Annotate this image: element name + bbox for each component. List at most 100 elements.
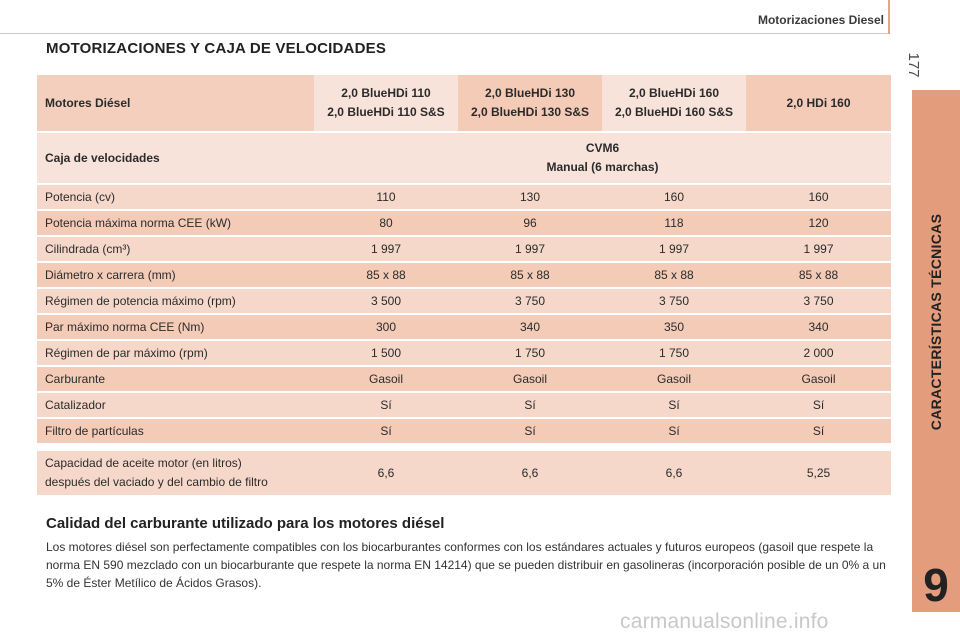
- engine-header-cell: 2,0 BlueHDi 110 2,0 BlueHDi 110 S&S: [314, 75, 458, 131]
- oil-capacity-value: 5,25: [746, 451, 891, 495]
- oil-capacity-row: Capacidad de aceite motor (en litros) de…: [37, 451, 891, 495]
- spec-value: 120: [746, 211, 891, 235]
- engine-variant: 2,0 BlueHDi 110 S&S: [327, 105, 445, 119]
- spec-label: Cilindrada (cm³): [37, 237, 314, 261]
- spec-value: 1 997: [458, 237, 602, 261]
- spec-value: Gasoil: [314, 367, 458, 391]
- spec-value: 85 x 88: [314, 263, 458, 287]
- spec-label: Carburante: [37, 367, 314, 391]
- table-row: Carburante Gasoil Gasoil Gasoil Gasoil: [37, 367, 891, 391]
- engine-header-cell: 2,0 BlueHDi 160 2,0 BlueHDi 160 S&S: [602, 75, 746, 131]
- chapter-sidebar: [912, 90, 960, 612]
- oil-capacity-label: Capacidad de aceite motor (en litros) de…: [37, 451, 314, 495]
- header-divider: [0, 33, 889, 34]
- header-accent-tick: [888, 0, 890, 34]
- engine-name: 2,0 BlueHDi 130: [484, 86, 576, 100]
- spec-value: Sí: [746, 419, 891, 443]
- spec-value: 350: [602, 315, 746, 339]
- spec-label: Par máximo norma CEE (Nm): [37, 315, 314, 339]
- spec-value: Sí: [314, 393, 458, 417]
- spec-value: 3 500: [314, 289, 458, 313]
- spec-value: 1 997: [746, 237, 891, 261]
- spec-value: 3 750: [602, 289, 746, 313]
- table-row: Filtro de partículas Sí Sí Sí Sí: [37, 419, 891, 443]
- table-row: Par máximo norma CEE (Nm) 300 340 350 340: [37, 315, 891, 339]
- gearbox-label-cell: Caja de velocidades: [37, 133, 314, 183]
- running-header: Motorizaciones Diesel: [757, 13, 884, 27]
- spec-value: 1 997: [314, 237, 458, 261]
- spec-value: 2 000: [746, 341, 891, 365]
- engine-name: 2,0 BlueHDi 110: [341, 86, 431, 100]
- spec-value: 118: [602, 211, 746, 235]
- spec-value: Sí: [602, 393, 746, 417]
- spec-value: Sí: [458, 419, 602, 443]
- spec-value: 110: [314, 185, 458, 209]
- fuel-quality-heading: Calidad del carburante utilizado para lo…: [46, 515, 445, 532]
- page-number: 177: [905, 52, 922, 78]
- table-header-row: Motores Diésel 2,0 BlueHDi 110 2,0 BlueH…: [37, 75, 891, 131]
- oil-capacity-value: 6,6: [314, 451, 458, 495]
- spec-value: 85 x 88: [458, 263, 602, 287]
- table-row: Catalizador Sí Sí Sí Sí: [37, 393, 891, 417]
- spec-label: Régimen de potencia máximo (rpm): [37, 289, 314, 313]
- table-row: Cilindrada (cm³) 1 997 1 997 1 997 1 997: [37, 237, 891, 261]
- spec-value: 85 x 88: [602, 263, 746, 287]
- spec-label: Régimen de par máximo (rpm): [37, 341, 314, 365]
- engine-header-cell: 2,0 BlueHDi 130 2,0 BlueHDi 130 S&S: [458, 75, 602, 131]
- gearbox-code: CVM6: [585, 141, 620, 155]
- spec-value: 1 997: [602, 237, 746, 261]
- engine-spec-table: Motores Diésel 2,0 BlueHDi 110 2,0 BlueH…: [37, 73, 891, 497]
- spec-value: 300: [314, 315, 458, 339]
- spec-value: Sí: [458, 393, 602, 417]
- spec-value: 1 750: [602, 341, 746, 365]
- fuel-quality-paragraph: Los motores diésel son perfectamente com…: [46, 540, 886, 590]
- table-row: Potencia máxima norma CEE (kW) 80 96 118 120: [37, 211, 891, 235]
- engine-variant: 2,0 BlueHDi 160 S&S: [614, 105, 734, 119]
- spec-value: 1 750: [458, 341, 602, 365]
- spec-label: Potencia máxima norma CEE (kW): [37, 211, 314, 235]
- watermark: carmanualsonline.info: [620, 610, 829, 633]
- engine-label-cell: Motores Diésel: [37, 75, 314, 131]
- spec-label: Diámetro x carrera (mm): [37, 263, 314, 287]
- spec-value: 96: [458, 211, 602, 235]
- spec-value: Gasoil: [602, 367, 746, 391]
- table-row: Régimen de par máximo (rpm) 1 500 1 750 1 7…: [37, 341, 891, 365]
- table-gap: [37, 445, 891, 449]
- spec-value: 340: [458, 315, 602, 339]
- spec-value: Sí: [602, 419, 746, 443]
- spec-label: Filtro de partículas: [37, 419, 314, 443]
- spec-value: 340: [746, 315, 891, 339]
- engine-variant: 2,0 BlueHDi 130 S&S: [470, 105, 590, 119]
- spec-value: Gasoil: [458, 367, 602, 391]
- table-row: Régimen de potencia máximo (rpm) 3 500 3 7…: [37, 289, 891, 313]
- engine-header-cell: 2,0 HDi 160: [746, 75, 891, 131]
- spec-label: Catalizador: [37, 393, 314, 417]
- spec-value: 130: [458, 185, 602, 209]
- spec-value: Sí: [746, 393, 891, 417]
- spec-value: Sí: [314, 419, 458, 443]
- gearbox-row: Caja de velocidades CVM6 Manual (6 march…: [37, 133, 891, 183]
- table-row: Potencia (cv) 110 130 160 160: [37, 185, 891, 209]
- spec-value: 80: [314, 211, 458, 235]
- spec-value: 160: [602, 185, 746, 209]
- engine-name: 2,0 HDi 160: [786, 95, 851, 110]
- chapter-title: CARACTERÍSTICAS TÉCNICAS: [913, 94, 959, 549]
- oil-label-line: Capacidad de aceite motor (en litros): [45, 456, 242, 470]
- table-row: Diámetro x carrera (mm) 85 x 88 85 x 88 85 …: [37, 263, 891, 287]
- gearbox-description: Manual (6 marchas): [546, 160, 659, 174]
- spec-label: Potencia (cv): [37, 185, 314, 209]
- oil-capacity-value: 6,6: [458, 451, 602, 495]
- spec-value: 85 x 88: [746, 263, 891, 287]
- section-title: MOTORIZACIONES Y CAJA DE VELOCIDADES: [46, 40, 387, 57]
- oil-capacity-value: 6,6: [602, 451, 746, 495]
- chapter-title-text: CARACTERÍSTICAS TÉCNICAS: [928, 213, 944, 430]
- spec-value: 1 500: [314, 341, 458, 365]
- oil-label-line: después del vaciado y del cambio de filt…: [45, 475, 268, 489]
- engine-name: 2,0 BlueHDi 160: [628, 86, 720, 100]
- spec-value: 160: [746, 185, 891, 209]
- spec-value: 3 750: [458, 289, 602, 313]
- chapter-number: 9: [923, 559, 949, 611]
- gearbox-value-cell: CVM6 Manual (6 marchas): [314, 133, 891, 183]
- spec-rows: Potencia (cv) 110 130 160 160 Potencia máxima…: [37, 185, 891, 443]
- spec-value: 3 750: [746, 289, 891, 313]
